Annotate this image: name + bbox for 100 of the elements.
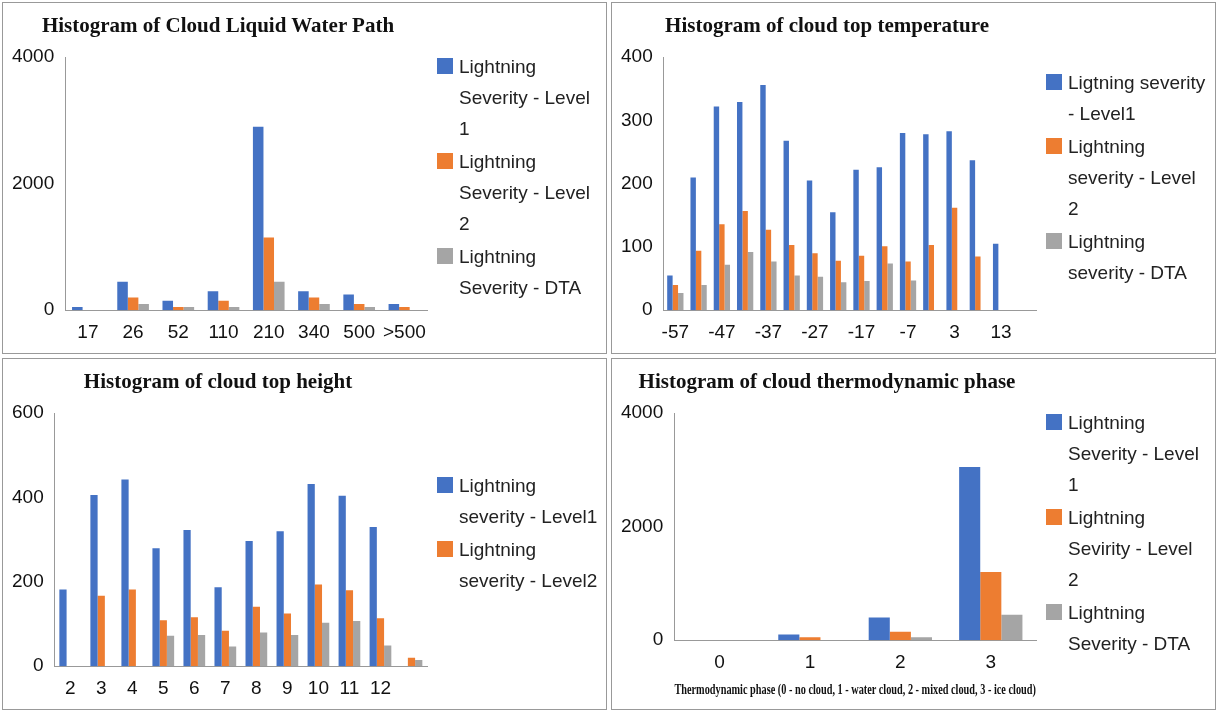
bar xyxy=(868,617,890,640)
x-tick-label: 3 xyxy=(949,320,960,342)
bar xyxy=(799,636,821,640)
bar xyxy=(307,483,315,666)
y-tick-label: 600 xyxy=(12,400,44,422)
bar xyxy=(345,589,354,666)
bar xyxy=(876,166,883,310)
bar xyxy=(343,293,354,310)
x-tick-label: -17 xyxy=(847,320,876,342)
chart-title: Histogram of Cloud Liquid Water Path xyxy=(41,12,395,37)
x-tick-label: 2 xyxy=(64,676,76,698)
x-tick-label: 340 xyxy=(298,320,330,342)
x-tick-label: 3 xyxy=(985,650,997,672)
bar xyxy=(905,261,911,310)
bar xyxy=(117,281,128,310)
legend-label: Ligtning severity - Level1 xyxy=(1068,70,1207,126)
bar xyxy=(812,252,818,310)
chart-title: Histogram of cloud thermodynamic phase xyxy=(638,368,1016,393)
bar xyxy=(969,159,976,310)
x-tick-label: 110 xyxy=(208,320,239,342)
y-tick-label: 100 xyxy=(621,234,653,256)
x-tick-label: 52 xyxy=(167,320,189,342)
bar xyxy=(407,657,416,666)
bar xyxy=(951,207,958,310)
y-tick-label: 300 xyxy=(621,108,653,130)
bar xyxy=(214,586,222,666)
bar xyxy=(314,583,323,666)
legend-label: Lightning severity - Level 2 xyxy=(1068,134,1197,221)
bar xyxy=(190,616,198,666)
x-tick-label: 3 xyxy=(95,676,107,698)
y-tick-label: 0 xyxy=(652,627,664,649)
x-tick-label: 26 xyxy=(122,320,144,342)
x-tick-label: 17 xyxy=(77,320,99,342)
bar xyxy=(218,300,229,310)
x-tick-label: 7 xyxy=(220,676,231,698)
bar xyxy=(252,126,264,310)
bar xyxy=(252,606,260,666)
legend-label: Lightning severity - Level1 xyxy=(459,474,599,529)
y-tick-label: 200 xyxy=(621,171,653,193)
x-tick-label: 9 xyxy=(282,676,293,698)
bar xyxy=(980,571,1002,640)
legend-label: Lightning Sevirity - Level 2 xyxy=(1068,506,1194,592)
bar xyxy=(783,140,789,310)
x-tick-label: 0 xyxy=(714,650,725,672)
bar xyxy=(221,630,229,666)
bar xyxy=(59,588,67,666)
chart-title: Histogram of cloud top temperature xyxy=(665,12,989,37)
y-tick-label: 400 xyxy=(621,44,653,66)
bar xyxy=(713,106,720,310)
bar xyxy=(72,306,83,310)
bar xyxy=(959,466,981,640)
legend-label: Lightning Severity - DTA xyxy=(1068,601,1192,656)
y-tick-label: 0 xyxy=(642,297,653,319)
bar xyxy=(283,612,292,666)
bar xyxy=(899,132,906,310)
bar xyxy=(923,133,929,310)
bar xyxy=(737,101,743,310)
bar xyxy=(946,130,952,310)
x-tick-label: 11 xyxy=(339,676,360,698)
bar xyxy=(760,84,766,310)
x-tick-label: -7 xyxy=(899,320,917,342)
bar xyxy=(788,244,795,310)
bar xyxy=(127,297,139,310)
bar xyxy=(928,244,935,310)
bar xyxy=(152,547,160,666)
bar xyxy=(90,494,98,666)
bar xyxy=(992,243,999,310)
x-tick-label: 210 xyxy=(252,320,285,342)
bar xyxy=(806,180,813,310)
x-tick-label: -37 xyxy=(754,320,783,342)
bar xyxy=(853,169,859,310)
y-tick-label: 2000 xyxy=(620,514,664,536)
x-tick-label: 6 xyxy=(189,676,200,698)
legend-label: Lightning severity - DTA xyxy=(1068,229,1188,285)
bar xyxy=(121,478,129,666)
bar xyxy=(858,255,865,310)
bar xyxy=(162,300,174,310)
chart-title: Histogram of cloud top height xyxy=(83,368,353,393)
bar xyxy=(173,306,184,310)
x-tick-label: 13 xyxy=(990,320,1012,342)
bar xyxy=(245,540,253,666)
bar xyxy=(263,236,275,310)
bar xyxy=(369,526,377,666)
bar xyxy=(353,303,365,310)
x-tick-label: -27 xyxy=(801,320,829,342)
bar xyxy=(889,631,911,640)
y-tick-label: 200 xyxy=(12,569,44,591)
x-axis-title: Thermodynamic phase (0 - no cloud, 1 - water cloud, 2 - mixed cloud, 3 - ice cloud) xyxy=(674,680,1036,697)
y-tick-label: 2000 xyxy=(11,171,55,193)
x-tick-label: 1 xyxy=(804,650,816,672)
x-tick-label: 2 xyxy=(895,650,906,672)
x-tick-label: 12 xyxy=(369,676,392,698)
bar xyxy=(882,245,888,310)
legend-label: Lightning severity - Level2 xyxy=(459,538,599,593)
x-tick-label: -47 xyxy=(708,320,736,342)
y-tick-label: 4000 xyxy=(11,44,55,66)
bar xyxy=(207,290,219,310)
x-tick-label: 8 xyxy=(251,676,262,698)
bar xyxy=(338,495,346,666)
bar xyxy=(376,617,385,666)
